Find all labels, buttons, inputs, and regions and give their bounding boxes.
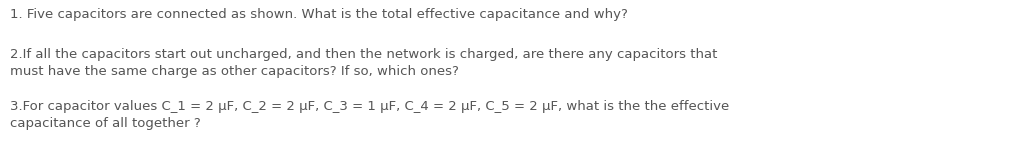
- Text: 1. Five capacitors are connected as shown. What is the total effective capacitan: 1. Five capacitors are connected as show…: [10, 8, 627, 21]
- Text: 2.If all the capacitors start out uncharged, and then the network is charged, ar: 2.If all the capacitors start out unchar…: [10, 48, 718, 79]
- Text: 3.For capacitor values C_1 = 2 μF, C_2 = 2 μF, C_3 = 1 μF, C_4 = 2 μF, C_5 = 2 μ: 3.For capacitor values C_1 = 2 μF, C_2 =…: [10, 100, 729, 130]
